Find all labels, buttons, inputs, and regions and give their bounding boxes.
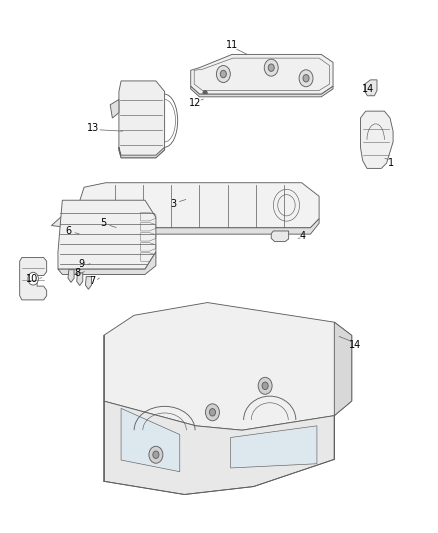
Text: 4: 4 <box>300 231 306 241</box>
Text: 14: 14 <box>349 340 361 350</box>
Circle shape <box>268 64 274 71</box>
Text: 10: 10 <box>26 274 38 284</box>
Polygon shape <box>271 231 289 241</box>
Polygon shape <box>360 111 393 168</box>
Polygon shape <box>68 270 74 282</box>
Polygon shape <box>51 210 75 227</box>
Polygon shape <box>104 303 352 430</box>
Polygon shape <box>365 80 377 96</box>
Circle shape <box>203 91 207 96</box>
Text: 12: 12 <box>189 98 201 108</box>
Circle shape <box>28 272 39 285</box>
Circle shape <box>264 59 278 76</box>
Circle shape <box>209 409 215 416</box>
Text: 7: 7 <box>90 276 96 286</box>
Polygon shape <box>119 147 165 158</box>
Text: 6: 6 <box>66 226 72 236</box>
Polygon shape <box>191 86 333 97</box>
Polygon shape <box>85 277 92 289</box>
Circle shape <box>220 70 226 78</box>
Circle shape <box>299 70 313 87</box>
Circle shape <box>303 75 309 82</box>
Polygon shape <box>110 100 119 118</box>
Text: 11: 11 <box>226 40 238 50</box>
Text: 8: 8 <box>74 268 81 278</box>
Circle shape <box>149 446 163 463</box>
Polygon shape <box>58 252 156 274</box>
Text: 13: 13 <box>87 123 99 133</box>
Polygon shape <box>104 401 334 495</box>
Polygon shape <box>75 183 319 228</box>
Circle shape <box>262 382 268 390</box>
Polygon shape <box>75 219 319 234</box>
Polygon shape <box>230 426 317 468</box>
Circle shape <box>153 451 159 458</box>
Polygon shape <box>119 81 165 158</box>
Circle shape <box>258 377 272 394</box>
Text: 14: 14 <box>362 84 374 94</box>
Text: 9: 9 <box>79 260 85 269</box>
Polygon shape <box>77 273 83 286</box>
Circle shape <box>205 404 219 421</box>
Circle shape <box>216 66 230 83</box>
Polygon shape <box>334 322 352 459</box>
Polygon shape <box>191 54 333 94</box>
Polygon shape <box>58 200 156 269</box>
Polygon shape <box>20 257 47 300</box>
Text: 1: 1 <box>388 158 394 168</box>
Text: 3: 3 <box>170 199 177 209</box>
Text: 5: 5 <box>101 218 107 228</box>
Polygon shape <box>121 408 180 472</box>
